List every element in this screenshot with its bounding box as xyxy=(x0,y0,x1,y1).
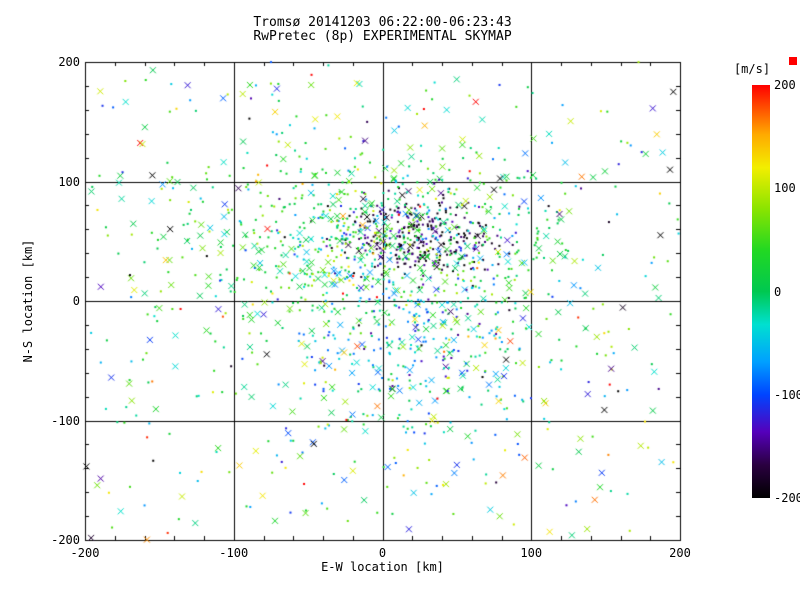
colorbar-top-marker-icon xyxy=(789,57,797,65)
y-axis-label: N-S location [km] xyxy=(21,239,35,363)
colorbar-tick-label: 100 xyxy=(774,181,796,196)
y-tick-label: -100 xyxy=(51,413,80,428)
colorbar-tick-label: -200 xyxy=(774,491,800,505)
colorbar-tick-label: 200 xyxy=(774,78,796,92)
colorbar-title: [m/s] xyxy=(733,62,771,76)
colorbar-tick-label: -100 xyxy=(774,387,800,402)
y-tick-label: 0 xyxy=(72,294,80,308)
colorbar-tick-label: 0 xyxy=(774,284,782,299)
x-axis-label: E-W location [km] xyxy=(321,560,444,574)
x-tick-label: 200 xyxy=(669,546,691,560)
colorbar xyxy=(752,85,770,498)
x-tick-label: -200 xyxy=(70,546,100,560)
x-tick-label: 100 xyxy=(520,546,543,560)
x-tick-label: -100 xyxy=(219,546,249,560)
y-tick-label: -200 xyxy=(51,533,80,547)
y-tick-label: 100 xyxy=(58,174,80,189)
x-tick-label: 0 xyxy=(378,546,387,560)
y-tick-label: 200 xyxy=(58,55,80,69)
